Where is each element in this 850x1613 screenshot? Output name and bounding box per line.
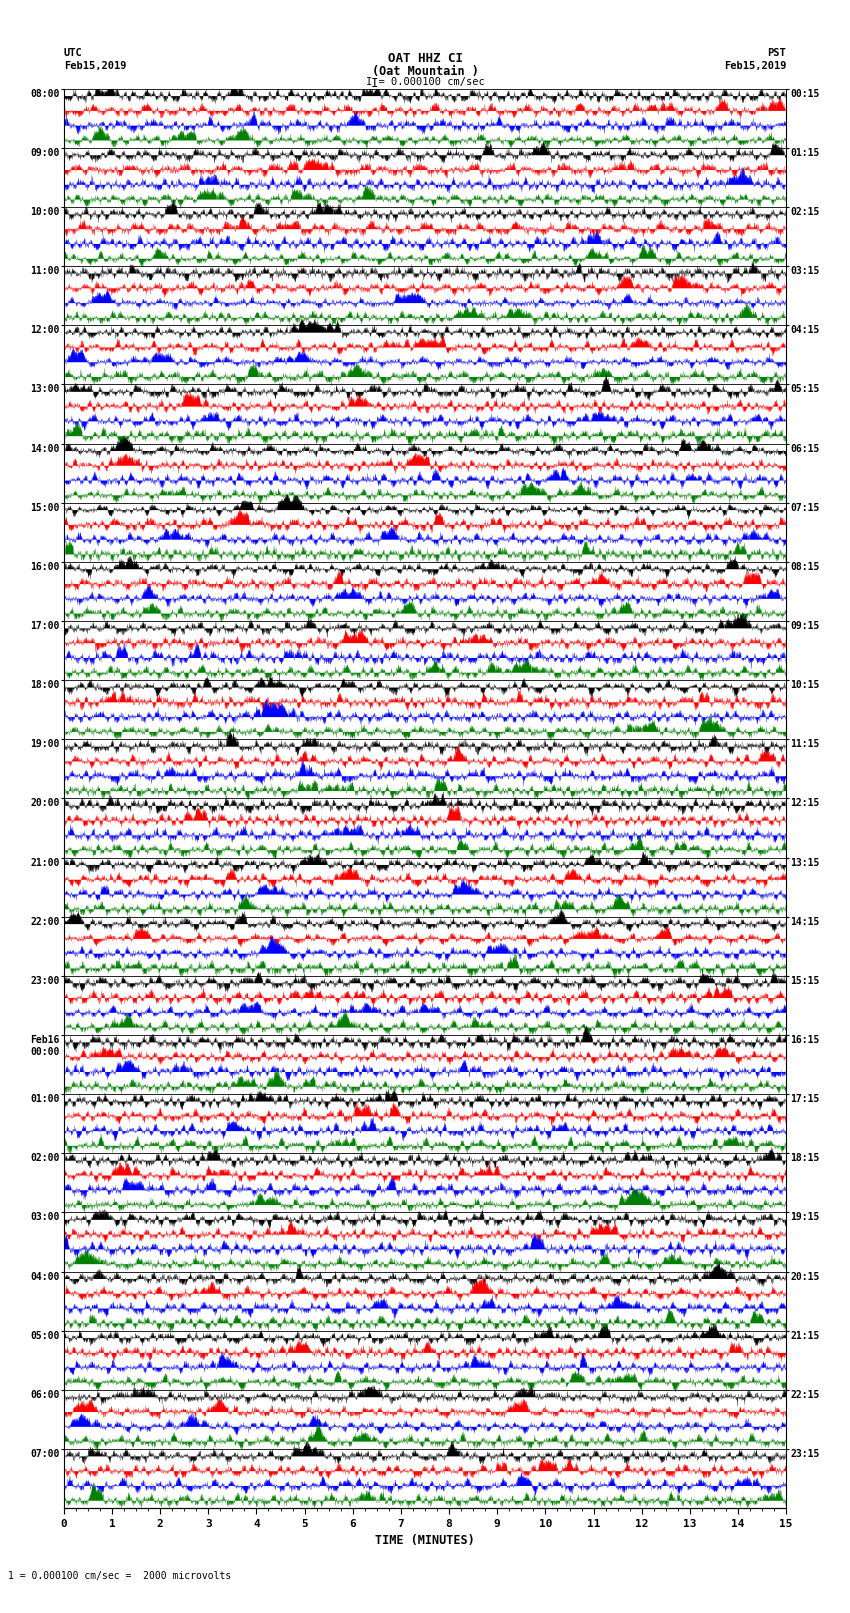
Text: OAT HHZ CI: OAT HHZ CI (388, 52, 462, 65)
Text: PST: PST (768, 48, 786, 58)
Text: I = 0.000100 cm/sec: I = 0.000100 cm/sec (366, 77, 484, 87)
Text: 1 = 0.000100 cm/sec =  2000 microvolts: 1 = 0.000100 cm/sec = 2000 microvolts (8, 1571, 232, 1581)
Text: Feb15,2019: Feb15,2019 (723, 61, 786, 71)
Text: (Oat Mountain ): (Oat Mountain ) (371, 65, 479, 77)
Text: UTC: UTC (64, 48, 82, 58)
Text: Feb15,2019: Feb15,2019 (64, 61, 127, 71)
X-axis label: TIME (MINUTES): TIME (MINUTES) (375, 1534, 475, 1547)
Text: I: I (371, 77, 377, 90)
